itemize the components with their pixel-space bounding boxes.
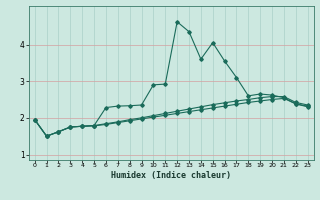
X-axis label: Humidex (Indice chaleur): Humidex (Indice chaleur) [111,171,231,180]
